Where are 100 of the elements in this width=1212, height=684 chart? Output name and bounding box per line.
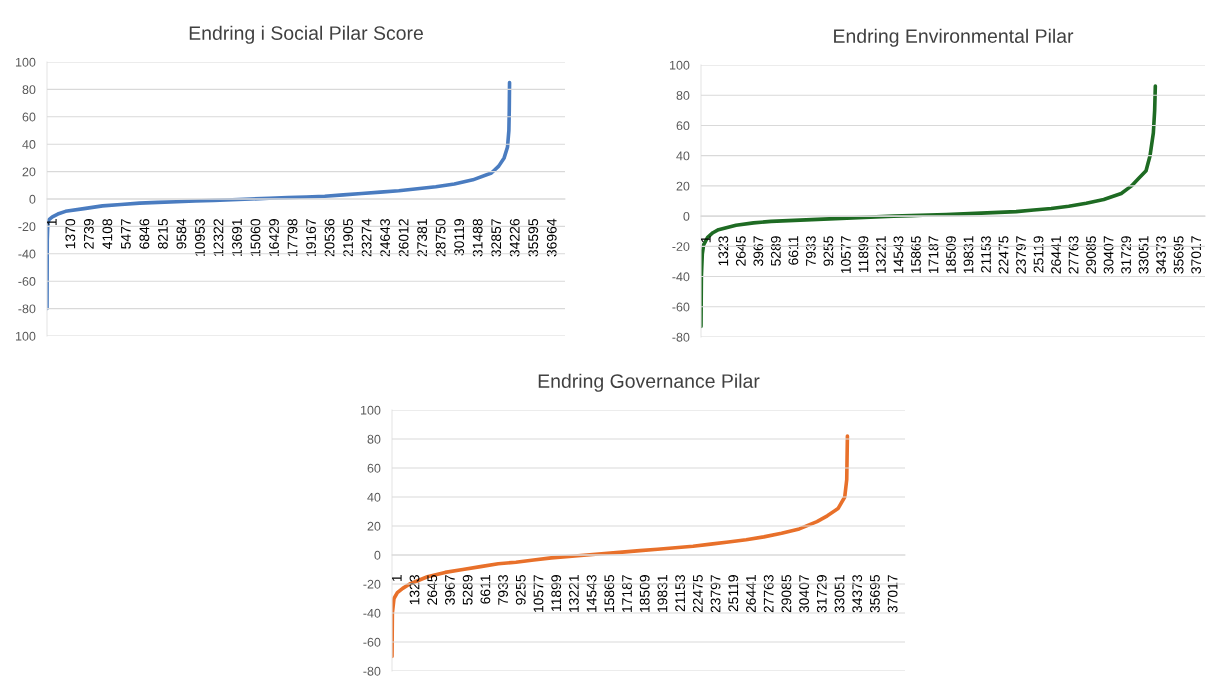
y-tick-label: 0 [29,194,36,204]
x-tick-label: 33051 [1138,236,1149,274]
x-tick-label: 33051 [834,575,845,613]
y-tick-label: 60 [676,121,690,131]
x-tick-label: 26441 [746,575,756,613]
x-tick-label: 18509 [946,236,956,274]
y-tick-label: -80 [18,304,36,314]
x-tick-label: 2645 [735,236,746,266]
x-tick-label: 14543 [586,575,597,612]
y-tick-label: 20 [676,181,690,191]
x-tick-label: 11899 [551,575,562,611]
x-tick-label: 31729 [816,575,827,613]
y-tick-label: 100 [669,60,690,70]
x-tick-label: 35695 [870,575,880,613]
x-tick-label: 26012 [398,219,409,257]
x-tick-label: 19831 [657,575,668,612]
x-tick-label: 36964 [546,218,557,257]
x-tick-label: 7933 [805,236,816,266]
y-tick-label: -40 [672,272,690,282]
y-tick-label: 40 [676,151,690,161]
x-tick-label: 9584 [176,218,187,249]
x-tick-label: 15060 [250,218,261,256]
y-tick-label: 100 [360,405,381,415]
x-tick-label: 18509 [639,575,650,612]
y-tick-label: 80 [676,91,690,100]
x-tick-label: 32857 [491,219,502,257]
x-tick-label: 23274 [361,218,372,257]
y-tick-label: 100 [15,331,36,341]
line-series [701,84,1158,329]
x-tick-label: 34373 [1156,236,1167,274]
x-tick-label: 3967 [753,236,764,266]
x-tick-label: 21153 [675,575,686,612]
x-tick-label: 1 [701,236,711,243]
chart-title: Endring Environmental Pilar [834,28,1074,47]
x-tick-label: 2739 [83,219,94,249]
y-tick-label: -40 [363,608,381,618]
x-tick-label: 27763 [1068,236,1079,274]
y-tick-label: 0 [683,211,690,221]
x-tick-label: 15865 [604,575,615,612]
x-tick-label: 5477 [121,219,131,249]
x-tick-label: 1370 [65,218,76,249]
x-tick-label: 5289 [462,575,473,605]
x-tick-label: 2645 [427,575,438,605]
y-tick-label: 20 [367,521,381,531]
x-tick-label: 13221 [568,575,579,612]
y-tick-label: -60 [18,277,36,286]
x-tick-label: 10577 [533,575,544,612]
x-tick-label: 10577 [840,236,851,274]
x-tick-label: 8215 [157,219,168,249]
y-tick-label: -80 [672,332,690,342]
y-tick-label: -40 [18,249,36,259]
y-tick-label: 80 [22,85,36,95]
x-tick-label: 10953 [195,219,205,256]
x-tick-label: 1323 [409,575,420,605]
x-tick-label: 28750 [435,218,446,257]
x-tick-label: 15865 [911,236,921,274]
x-tick-label: 22475 [998,236,1009,274]
x-tick-label: 20536 [324,219,335,257]
x-tick-label: 34373 [852,575,863,613]
line-series [392,434,850,659]
x-tick-label: 27381 [417,219,428,257]
x-tick-label: 13221 [876,236,886,274]
y-tick-label: 0 [374,550,381,560]
x-tick-label: 35595 [528,219,539,257]
x-tick-label: 12322 [213,219,224,256]
x-tick-label: 6611 [480,575,491,604]
x-tick-label: 7933 [498,575,508,605]
x-tick-label: 16429 [269,219,279,256]
x-tick-label: 29085 [1086,236,1096,274]
x-tick-label: 35695 [1173,236,1184,274]
x-tick-label: 17187 [622,575,632,612]
y-tick-label: 40 [22,140,36,149]
y-tick-label: -20 [18,222,36,232]
x-tick-label: 21153 [981,236,991,273]
x-tick-label: 17798 [287,219,298,256]
x-tick-label: 30119 [454,219,465,256]
y-tick-label: -60 [363,637,381,647]
x-tick-label: 34226 [509,219,520,257]
y-tick-label: 20 [22,167,36,177]
chart-title: Endring i Social Pilar Score [189,25,423,44]
x-tick-label: 5289 [770,236,781,266]
x-tick-label: 23797 [1016,236,1026,274]
x-tick-label: 37017 [887,575,898,613]
y-tick-label: -80 [363,666,381,676]
x-tick-label: 9255 [823,236,834,266]
x-tick-label: 11899 [858,236,869,273]
y-tick-label: 100 [15,57,36,67]
x-tick-label: 1323 [718,236,729,266]
y-tick-label: 60 [22,112,36,122]
x-tick-label: 22475 [692,575,703,613]
x-tick-label: 27763 [763,575,774,613]
y-tick-label: 60 [367,463,381,473]
x-tick-label: 4108 [102,219,113,250]
x-tick-label: 23797 [710,575,721,613]
x-tick-label: 1 [392,575,402,582]
x-tick-label: 21905 [343,219,353,257]
x-tick-label: 1 [47,219,57,226]
x-tick-label: 31488 [472,219,483,257]
y-tick-label: 80 [367,434,381,444]
x-tick-label: 26441 [1051,236,1061,274]
